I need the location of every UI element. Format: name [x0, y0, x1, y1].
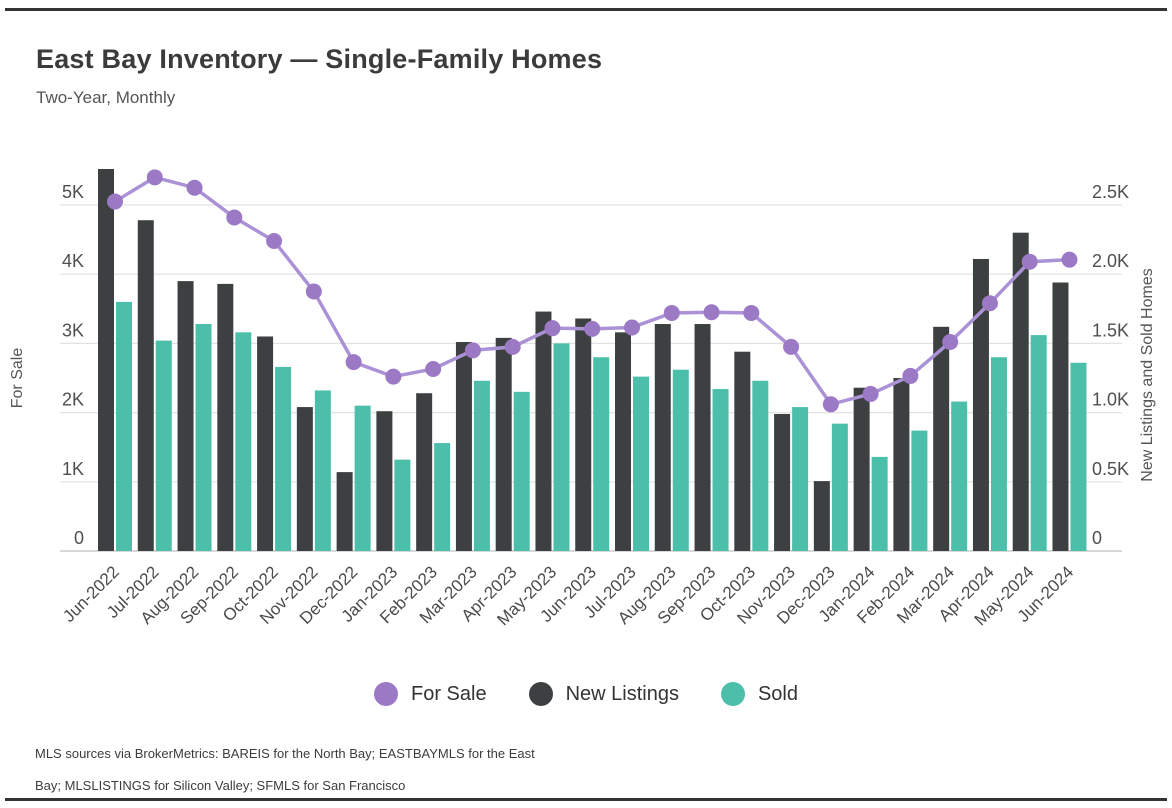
legend-item-sold: Sold — [720, 682, 798, 706]
legend-label-new-listings: New Listings — [565, 682, 679, 705]
page-title: East Bay Inventory — Single-Family Homes — [36, 44, 603, 74]
sold-swatch-icon — [720, 682, 745, 706]
footnote-line-2: Bay; MLSLISTINGS for Silicon Valley; SFM… — [35, 778, 406, 793]
svg-text:1K: 1K — [62, 459, 84, 479]
bars-new-listings — [98, 169, 1069, 551]
chart-area: 0 0 1K 0.5K 2K 1.0K 3K 1.5K 4K 2.0K 5K 2.5K For Sale… — [0, 130, 1172, 675]
svg-text:1.5K: 1.5K — [1092, 320, 1129, 340]
svg-text:3K: 3K — [62, 320, 84, 340]
legend-label-sold: Sold — [757, 682, 798, 705]
svg-text:2.5K: 2.5K — [1092, 182, 1129, 202]
legend-item-for-sale: For Sale — [373, 682, 487, 706]
bottom-divider — [5, 798, 1167, 801]
footnote-line-1: MLS sources via BrokerMetrics: BAREIS fo… — [35, 746, 535, 761]
svg-text:2.0K: 2.0K — [1092, 251, 1129, 271]
svg-text:2K: 2K — [62, 390, 84, 410]
dots-for-sale — [107, 169, 1078, 413]
svg-text:5K: 5K — [62, 182, 84, 202]
top-divider — [5, 8, 1167, 11]
svg-text:New Listings and Sold Homes: New Listings and Sold Homes — [1139, 268, 1156, 481]
new-listings-swatch-icon — [528, 682, 553, 706]
x-axis-labels: Jun-2022Jul-2022Aug-2022Sep-2022Oct-2022… — [59, 562, 1077, 629]
svg-text:For Sale: For Sale — [9, 348, 26, 409]
svg-text:0: 0 — [74, 528, 84, 548]
inventory-chart: 0 0 1K 0.5K 2K 1.0K 3K 1.5K 4K 2.0K 5K 2.5K For Sale… — [9, 169, 1156, 629]
svg-text:0.5K: 0.5K — [1092, 459, 1129, 479]
chart-legend: For Sale New Listings Sold — [0, 682, 1172, 706]
svg-text:1.0K: 1.0K — [1092, 390, 1129, 410]
svg-text:0: 0 — [1092, 528, 1102, 548]
for-sale-swatch-icon — [373, 682, 398, 706]
bars-sold — [116, 301, 1087, 551]
page-subtitle: Two-Year, Monthly — [36, 88, 176, 107]
svg-text:4K: 4K — [62, 251, 84, 271]
legend-label-for-sale: For Sale — [410, 682, 487, 705]
legend-item-new-listings: New Listings — [528, 682, 679, 706]
